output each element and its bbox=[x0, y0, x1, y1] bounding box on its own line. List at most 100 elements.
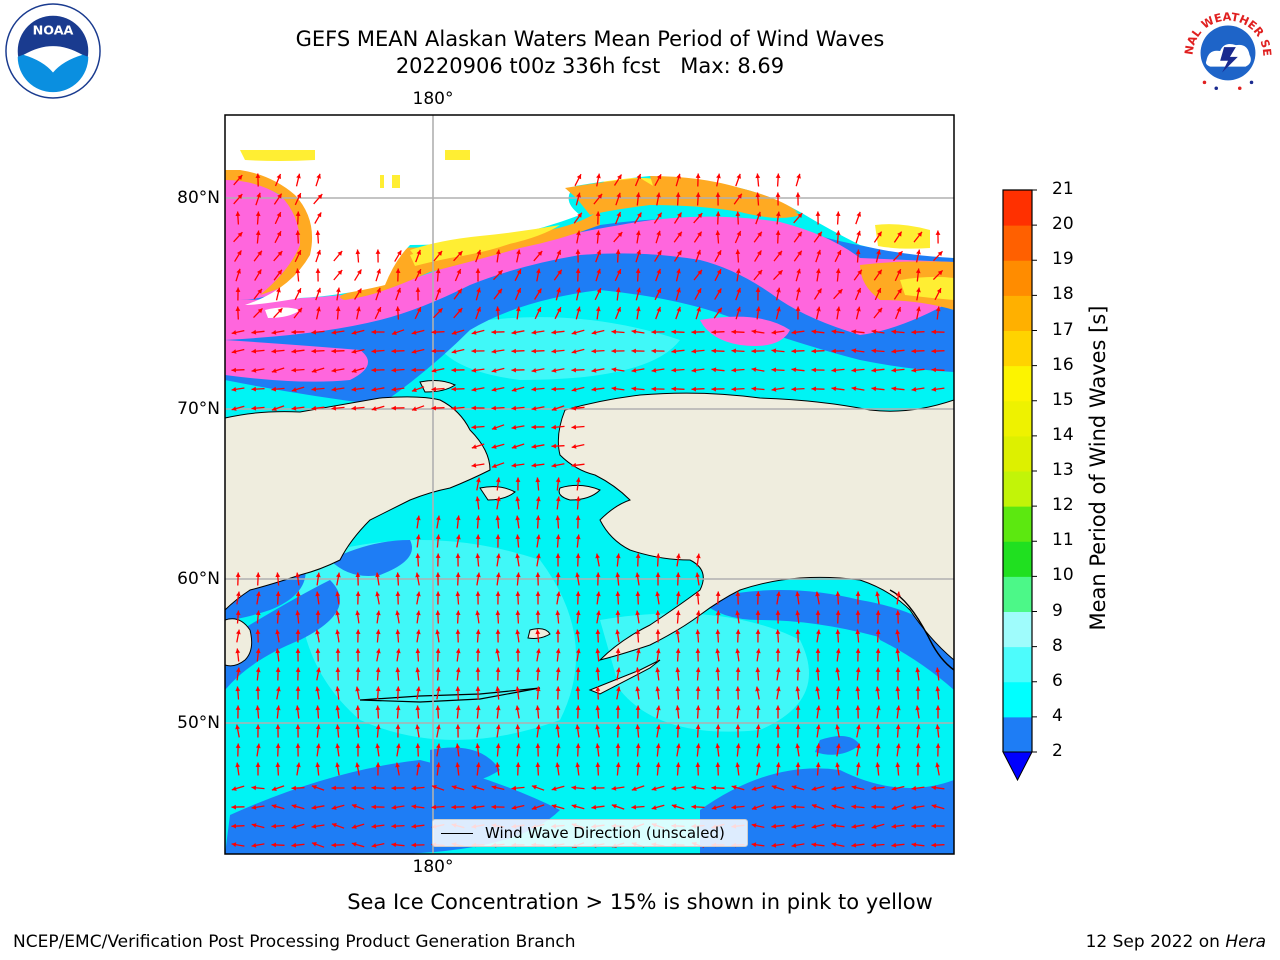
wind-wave-arrow-head bbox=[311, 805, 317, 810]
wind-wave-arrow-head bbox=[291, 329, 296, 335]
wind-wave-arrow-head bbox=[495, 762, 501, 768]
wind-wave-arrow-head bbox=[555, 667, 561, 673]
wind-wave-arrow-head bbox=[791, 785, 797, 790]
wind-wave-arrow-head bbox=[835, 230, 841, 236]
wind-wave-arrow-head bbox=[675, 705, 681, 711]
wind-wave-arrow-head bbox=[555, 496, 561, 502]
noaa-logo-text: NOAA bbox=[33, 23, 74, 38]
wind-wave-arrow-head bbox=[716, 173, 721, 179]
wind-wave-arrow-head bbox=[856, 211, 861, 217]
wind-wave-arrow-head bbox=[391, 386, 397, 392]
wind-wave-arrow-head bbox=[711, 348, 716, 354]
wind-wave-arrow-head bbox=[335, 306, 341, 312]
legend-label: Wind Wave Direction (unscaled) bbox=[485, 824, 725, 842]
wind-wave-arrow-head bbox=[296, 193, 302, 199]
wind-wave-arrow-head bbox=[795, 762, 801, 767]
wind-wave-arrow-head bbox=[575, 553, 581, 558]
wind-wave-arrow-head bbox=[595, 553, 600, 559]
wind-wave-arrow-head bbox=[735, 591, 741, 596]
wind-wave-arrow-head bbox=[275, 591, 281, 596]
wind-wave-arrow-head bbox=[371, 367, 376, 373]
wind-wave-arrow-head bbox=[811, 804, 817, 809]
wind-wave-arrow-head bbox=[735, 667, 741, 672]
wind-wave-arrow-head bbox=[791, 367, 797, 373]
wind-wave-arrow-head bbox=[255, 173, 261, 178]
wind-wave-arrow-head bbox=[855, 648, 861, 653]
colorbar-segment bbox=[1003, 365, 1032, 402]
wind-wave-arrow-head bbox=[575, 477, 581, 483]
wind-wave-arrow-head bbox=[791, 843, 797, 848]
wind-wave-arrow-head bbox=[471, 804, 477, 810]
wind-wave-arrow-head bbox=[615, 610, 621, 615]
wind-wave-arrow-head bbox=[815, 648, 821, 653]
colorbar-tick-label: 20 bbox=[1052, 214, 1074, 235]
wind-wave-arrow-head bbox=[475, 686, 481, 691]
wind-wave-arrow-head bbox=[851, 824, 857, 829]
wind-wave-arrow-head bbox=[231, 387, 237, 392]
wind-wave-arrow-head bbox=[535, 724, 541, 730]
wind-wave-arrow-head bbox=[575, 724, 581, 730]
wind-wave-arrow-head bbox=[516, 288, 521, 293]
wind-wave-arrow-head bbox=[235, 610, 241, 616]
wind-wave-arrow-head bbox=[855, 591, 861, 596]
wind-wave-arrow-head bbox=[551, 804, 557, 809]
wind-wave-arrow-head bbox=[615, 743, 621, 748]
wind-wave-arrow-head bbox=[575, 667, 581, 672]
wind-wave-arrow-head bbox=[476, 249, 481, 255]
wind-wave-arrow-head bbox=[775, 211, 781, 217]
wind-wave-arrow-head bbox=[756, 211, 761, 217]
wind-wave-arrow-head bbox=[715, 705, 721, 710]
wind-wave-arrow-head bbox=[295, 629, 301, 634]
wind-wave-arrow-head bbox=[457, 251, 463, 257]
wind-wave-arrow-head bbox=[895, 724, 901, 730]
wind-wave-arrow-head bbox=[475, 591, 481, 596]
wind-wave-arrow-head bbox=[635, 686, 641, 692]
map-title: GEFS MEAN Alaskan Waters Mean Period of … bbox=[295, 27, 885, 51]
wind-wave-arrow-head bbox=[791, 804, 796, 810]
wind-wave-arrow-head bbox=[375, 610, 381, 616]
wind-wave-arrow-head bbox=[337, 270, 343, 275]
wind-wave-arrow-head bbox=[835, 306, 841, 312]
wind-wave-arrow-head bbox=[695, 686, 701, 691]
wind-wave-arrow-head bbox=[515, 705, 520, 711]
wind-wave-arrow-head bbox=[775, 648, 781, 653]
wind-wave-arrow-head bbox=[411, 842, 416, 848]
wind-wave-arrow-head bbox=[911, 348, 916, 354]
wind-wave-arrow-head bbox=[735, 686, 741, 691]
wind-wave-arrow-head bbox=[835, 211, 841, 216]
wind-wave-arrow-head bbox=[495, 591, 501, 596]
wind-wave-arrow-head bbox=[255, 686, 261, 691]
lon-label-bottom: 180° bbox=[412, 857, 454, 877]
wind-wave-arrow-head bbox=[771, 804, 777, 810]
wind-wave-arrow-head bbox=[855, 610, 861, 615]
wind-wave-arrow-head bbox=[255, 629, 261, 634]
wind-wave-arrow-head bbox=[351, 824, 357, 829]
wind-wave-arrow-head bbox=[455, 591, 461, 597]
wind-wave-arrow-head bbox=[755, 667, 761, 673]
wind-wave-arrow-head bbox=[595, 211, 601, 216]
wind-wave-arrow-head bbox=[355, 591, 361, 596]
noaa-logo-icon: NOAA bbox=[5, 3, 101, 99]
wind-wave-arrow-head bbox=[575, 249, 581, 254]
wind-wave-arrow-head bbox=[851, 329, 857, 335]
wind-wave-arrow-head bbox=[476, 572, 481, 578]
wind-wave-arrow-head bbox=[391, 804, 397, 810]
wind-wave-arrow-head bbox=[711, 805, 717, 810]
wind-wave-arrow-head bbox=[277, 308, 283, 314]
wind-wave-arrow-head bbox=[777, 270, 783, 276]
wind-wave-arrow-head bbox=[655, 572, 661, 577]
wind-wave-arrow-head bbox=[295, 572, 301, 578]
wind-wave-arrow-head bbox=[515, 572, 521, 578]
wind-wave-arrow-head bbox=[336, 572, 341, 578]
wind-wave-arrow-head bbox=[551, 424, 557, 430]
wind-wave-arrow-head bbox=[531, 406, 537, 411]
wind-wave-arrow-head bbox=[275, 629, 280, 635]
wind-wave-arrow-head bbox=[937, 251, 943, 257]
wind-wave-arrow-head bbox=[656, 174, 662, 180]
wind-wave-arrow-head bbox=[435, 648, 441, 653]
wind-wave-arrow-head bbox=[636, 648, 641, 654]
wind-wave-arrow-head bbox=[611, 367, 617, 373]
wind-wave-arrow-head bbox=[436, 724, 441, 730]
wind-wave-arrow-head bbox=[835, 648, 841, 654]
wind-wave-arrow-head bbox=[731, 329, 736, 335]
